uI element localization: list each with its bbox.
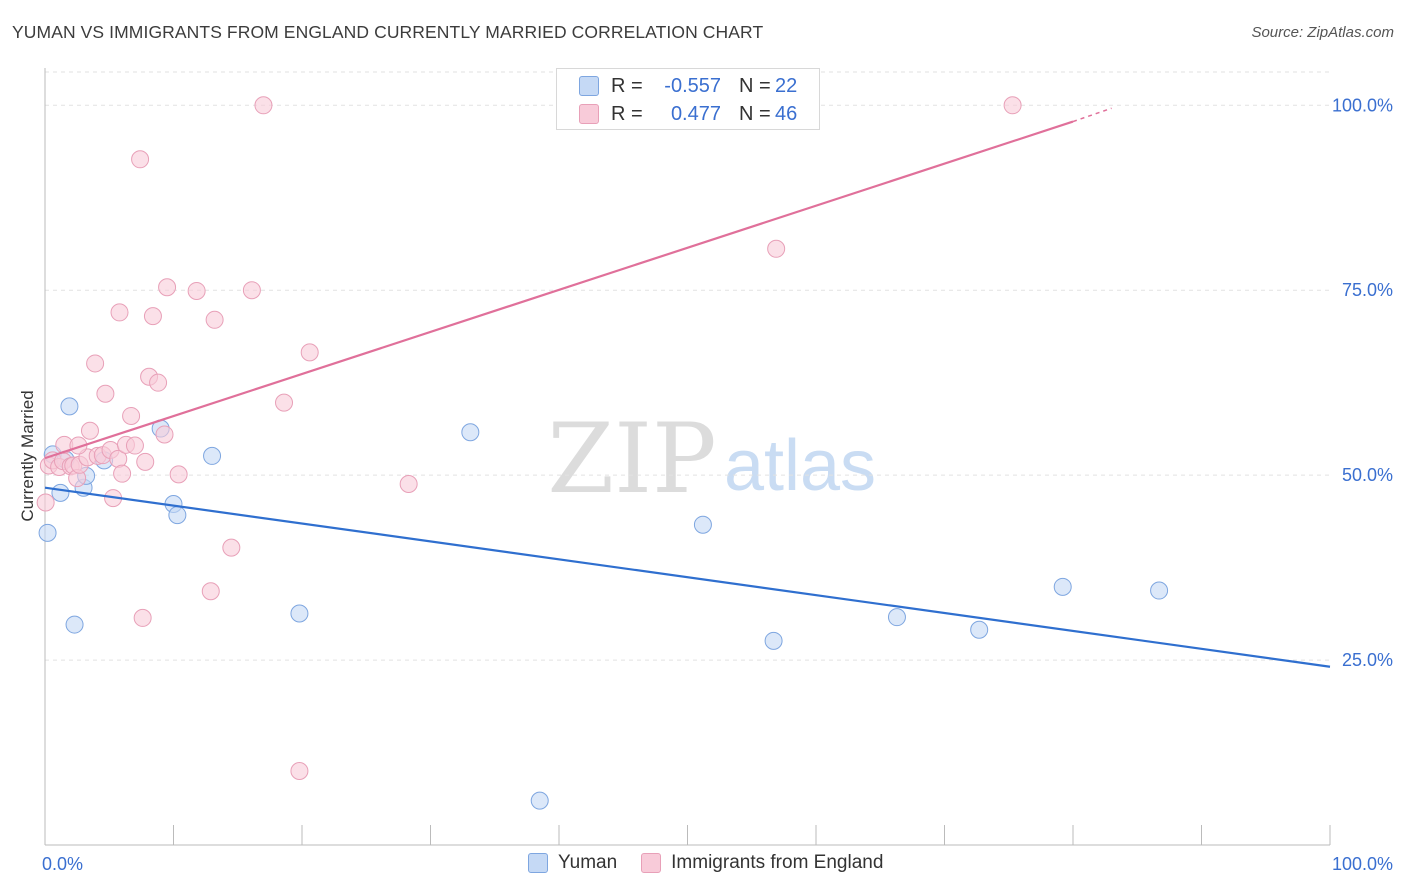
series-legend: Yuman Immigrants from England (528, 852, 907, 874)
england-point (131, 150, 150, 169)
england-point (86, 354, 105, 373)
england-point (254, 96, 273, 115)
england-swatch (579, 104, 599, 124)
yuman-point (970, 620, 989, 639)
yuman-point (764, 631, 783, 650)
stats-legend-row-england: R = 0.477 N = 46 (579, 100, 797, 128)
england-point (290, 762, 309, 781)
england-point (96, 384, 115, 403)
yuman-point (1150, 581, 1169, 600)
yuman-point (65, 615, 84, 634)
yuman-swatch (528, 853, 548, 873)
england-trendline (44, 120, 1074, 460)
england-point (125, 436, 144, 455)
legend-item-england[interactable]: Immigrants from England (641, 852, 883, 874)
legend-label: Immigrants from England (671, 852, 884, 873)
n-value: 46 (775, 102, 798, 125)
yuman-point (168, 506, 187, 525)
y-tick-label: 100.0% (1332, 95, 1393, 115)
england-point (143, 307, 162, 326)
y-tick-label: 50.0% (1342, 465, 1393, 485)
england-point (169, 465, 188, 484)
r-value: 0.477 (670, 102, 721, 125)
england-point (149, 373, 168, 392)
yuman-point (1053, 577, 1072, 596)
yuman-trendline (44, 486, 1331, 668)
yuman-point (887, 608, 906, 627)
england-point (113, 464, 132, 483)
stats-legend: R = -0.557 N = 22 R = 0.477 N = 46 (556, 68, 820, 130)
yuman-point (60, 397, 79, 416)
england-trendline-extension (1072, 107, 1112, 123)
n-value: 22 (775, 74, 798, 97)
england-point (158, 278, 177, 297)
y-tick-label: 25.0% (1342, 650, 1393, 670)
england-point (80, 421, 99, 440)
y-tick-label: 75.0% (1342, 280, 1393, 300)
yuman-point (51, 483, 70, 502)
england-point (222, 538, 241, 557)
england-point (187, 281, 206, 300)
england-point (36, 493, 55, 512)
y-axis-label: Currently Married (18, 390, 37, 522)
yuman-point (290, 604, 309, 623)
england-point (767, 239, 786, 258)
yuman-point (38, 523, 57, 542)
r-label: R = (611, 102, 643, 125)
r-label: R = (611, 74, 643, 97)
england-point (110, 303, 129, 322)
england-point (136, 452, 155, 471)
england-point (242, 281, 261, 300)
source-label: Source: ZipAtlas.com (1251, 24, 1394, 41)
england-point (122, 406, 141, 425)
yuman-point (530, 791, 549, 810)
legend-label: Yuman (558, 852, 618, 873)
england-swatch (641, 853, 662, 873)
n-label: N = (739, 74, 771, 97)
england-point (300, 343, 319, 362)
yuman-point (203, 446, 222, 465)
yuman-swatch (579, 76, 599, 96)
england-point (201, 582, 220, 601)
x-tick-label-min: 0.0% (42, 854, 83, 874)
chart-title: YUMAN VS IMMIGRANTS FROM ENGLAND CURRENT… (12, 22, 764, 42)
england-point (133, 608, 152, 627)
england-point (275, 393, 294, 412)
yuman-point (461, 423, 480, 442)
yuman-point (693, 515, 712, 534)
legend-item-yuman[interactable]: Yuman (528, 852, 617, 874)
watermark-atlas: atlas (724, 426, 876, 506)
england-point (155, 425, 174, 444)
n-label: N = (739, 102, 771, 125)
watermark-zip: ZIP (547, 403, 716, 515)
stats-legend-row-yuman: R = -0.557 N = 22 (579, 72, 797, 100)
england-point (205, 310, 224, 329)
x-tick-label-max: 100.0% (1332, 854, 1393, 874)
england-point (399, 475, 418, 494)
england-point (1003, 96, 1022, 115)
r-value: -0.557 (664, 74, 721, 97)
